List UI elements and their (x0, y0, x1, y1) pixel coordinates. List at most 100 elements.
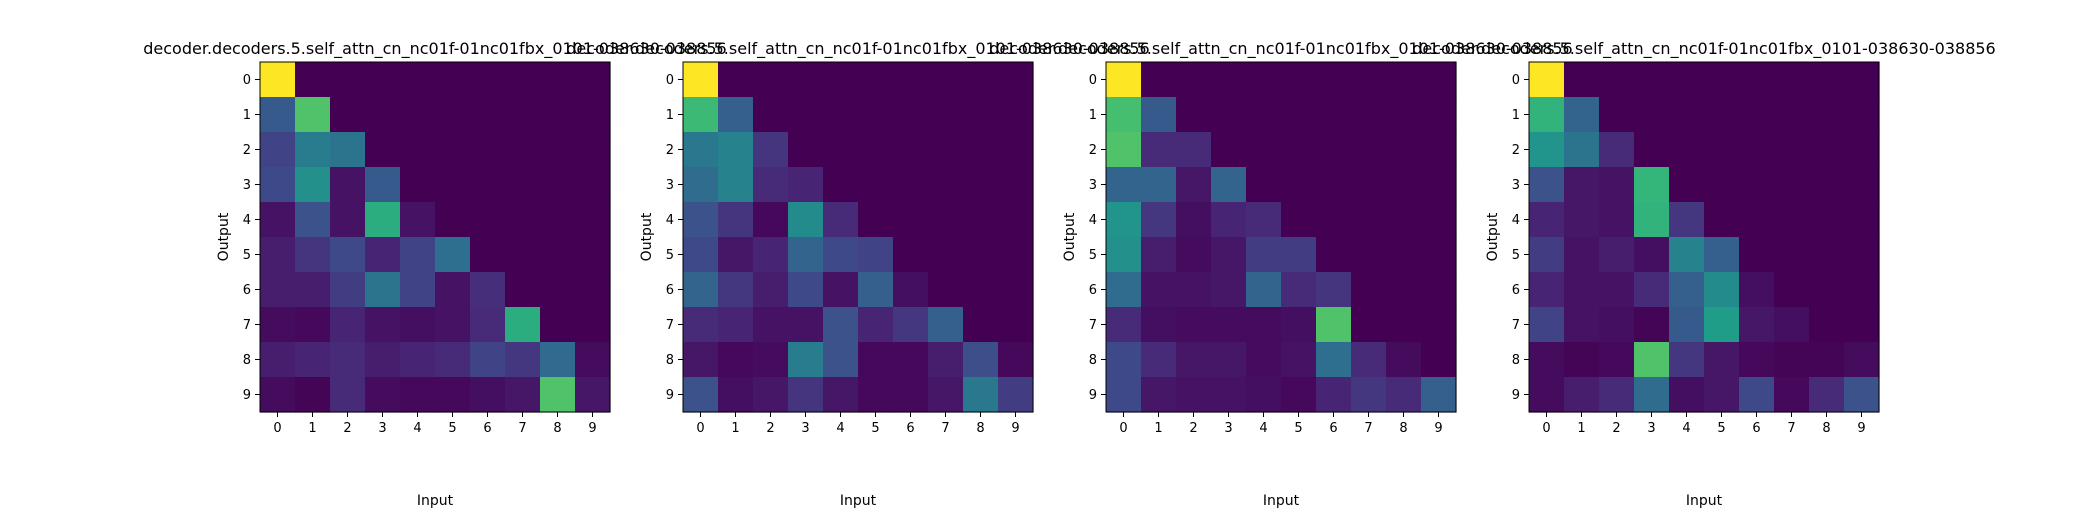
heatmap-cell-r0-c7 (928, 62, 964, 98)
heatmap-cell-r1-c5 (1281, 97, 1317, 133)
heatmap-cell-r2-c8 (1386, 132, 1422, 168)
heatmap-cell-r9-c9 (1421, 377, 1457, 413)
heatmap-cell-r3-c7 (505, 167, 541, 203)
heatmap-cell-r6-c9 (1844, 272, 1880, 308)
heatmap-cell-r0-c7 (1774, 62, 1810, 98)
y-tick-label: 1 (243, 108, 251, 123)
heatmap-cell-r6-c5 (858, 272, 894, 308)
heatmap-cell-r4-c6 (1739, 202, 1775, 238)
heatmap-cell-r7-c3 (788, 307, 824, 343)
heatmap-cell-r0-c9 (1421, 62, 1457, 98)
heatmap-cell-r7-c9 (1421, 307, 1457, 343)
heatmap-cell-r7-c0 (1529, 307, 1565, 343)
x-tick-label: 9 (1011, 421, 1019, 436)
x-tick-label: 4 (413, 421, 421, 436)
y-tick-label: 1 (1089, 108, 1097, 123)
heatmap-cell-r9-c4 (400, 377, 436, 413)
heatmap-cell-r5-c7 (1774, 237, 1810, 273)
heatmap-cell-r7-c7 (1351, 307, 1387, 343)
heatmap-cell-r7-c4 (400, 307, 436, 343)
heatmap-cell-r4-c7 (505, 202, 541, 238)
y-tick-label: 4 (1512, 213, 1520, 228)
heatmap-panel-4: decoder.decoders.5.self_attn_cn_nc01f-01… (1412, 39, 1995, 509)
heatmap-cell-r2-c8 (963, 132, 999, 168)
heatmap-cell-r9-c5 (1281, 377, 1317, 413)
heatmap-cell-r0-c0 (260, 62, 296, 98)
heatmap-cell-r1-c8 (963, 97, 999, 133)
y-tick-label: 6 (666, 283, 674, 298)
heatmap-cell-r6-c7 (928, 272, 964, 308)
heatmap-panel-2: decoder.decoders.5.self_attn_cn_nc01f-01… (566, 39, 1149, 509)
heatmap-cell-r8-c5 (1281, 342, 1317, 378)
heatmap-cell-r8-c7 (1774, 342, 1810, 378)
y-tick-label: 6 (243, 283, 251, 298)
heatmap-cell-r4-c9 (1844, 202, 1880, 238)
heatmap-cell-r5-c3 (1211, 237, 1247, 273)
y-tick-label: 3 (243, 178, 251, 193)
heatmap-cell-r6-c1 (718, 272, 754, 308)
heatmap-cell-r7-c5 (435, 307, 471, 343)
heatmap-cell-r7-c5 (1704, 307, 1740, 343)
heatmap-cell-r0-c8 (1386, 62, 1422, 98)
heatmap-cell-r1-c4 (1246, 97, 1282, 133)
heatmap-cell-r8-c2 (330, 342, 366, 378)
heatmap-cell-r3-c3 (1211, 167, 1247, 203)
heatmap-cell-r2-c7 (1351, 132, 1387, 168)
y-tick-label: 5 (243, 248, 251, 263)
heatmap-cell-r1-c5 (858, 97, 894, 133)
y-tick-label: 8 (1512, 353, 1520, 368)
heatmap-cell-r3-c6 (1739, 167, 1775, 203)
heatmap-cell-r5-c4 (1669, 237, 1705, 273)
heatmap-cell-r2-c6 (1316, 132, 1352, 168)
heatmap-cell-r2-c5 (1704, 132, 1740, 168)
heatmap-cell-r3-c0 (260, 167, 296, 203)
x-tick-label: 9 (1434, 421, 1442, 436)
heatmap-cell-r6-c8 (1809, 272, 1845, 308)
heatmap-cell-r2-c5 (435, 132, 471, 168)
x-tick-label: 0 (273, 421, 281, 436)
x-tick-label: 5 (1294, 421, 1302, 436)
heatmap-cell-r3-c3 (365, 167, 401, 203)
heatmap-cell-r2-c0 (1106, 132, 1142, 168)
heatmap-cell-r0-c5 (1281, 62, 1317, 98)
heatmap-cell-r9-c0 (260, 377, 296, 413)
y-tick-label: 1 (666, 108, 674, 123)
heatmap-cell-r0-c9 (575, 62, 611, 98)
heatmap-cell-r6-c3 (788, 272, 824, 308)
heatmap-cell-r5-c2 (1176, 237, 1212, 273)
heatmap-cell-r6-c8 (540, 272, 576, 308)
y-tick-label: 2 (1512, 143, 1520, 158)
heatmap-cell-r9-c8 (1809, 377, 1845, 413)
heatmap-cell-r7-c9 (1844, 307, 1880, 343)
heatmap-title: decoder.decoders.5.self_attn_cn_nc01f-01… (566, 39, 1149, 59)
heatmap-cell-r4-c5 (1704, 202, 1740, 238)
heatmap-cell-r2-c1 (718, 132, 754, 168)
heatmap-cell-r1-c6 (470, 97, 506, 133)
heatmap-cell-r1-c0 (1106, 97, 1142, 133)
heatmap-cell-r3-c5 (435, 167, 471, 203)
heatmap-title: decoder.decoders.5.self_attn_cn_nc01f-01… (143, 39, 726, 59)
heatmap-cell-r3-c9 (1421, 167, 1457, 203)
heatmap-cell-r0-c2 (753, 62, 789, 98)
y-tick-label: 3 (1089, 178, 1097, 193)
heatmap-cell-r6-c5 (1281, 272, 1317, 308)
heatmap-cell-r7-c8 (963, 307, 999, 343)
heatmap-cell-r0-c5 (858, 62, 894, 98)
x-tick-label: 0 (1542, 421, 1550, 436)
heatmap-cell-r3-c2 (1176, 167, 1212, 203)
heatmap-cell-r1-c3 (1211, 97, 1247, 133)
heatmap-cell-r8-c2 (1599, 342, 1635, 378)
heatmap-cell-r9-c0 (1529, 377, 1565, 413)
heatmap-cell-r0-c0 (1529, 62, 1565, 98)
x-axis-label: Input (1686, 493, 1723, 509)
heatmap-cell-r2-c6 (893, 132, 929, 168)
heatmap-cell-r7-c3 (1211, 307, 1247, 343)
heatmap-cell-r0-c7 (505, 62, 541, 98)
heatmap-cell-r1-c0 (260, 97, 296, 133)
heatmap-cell-r2-c3 (788, 132, 824, 168)
x-tick-label: 1 (731, 421, 739, 436)
heatmap-cell-r2-c4 (400, 132, 436, 168)
heatmap-cell-r2-c0 (683, 132, 719, 168)
heatmap-cell-r8-c1 (295, 342, 331, 378)
heatmap-cell-r8-c3 (788, 342, 824, 378)
